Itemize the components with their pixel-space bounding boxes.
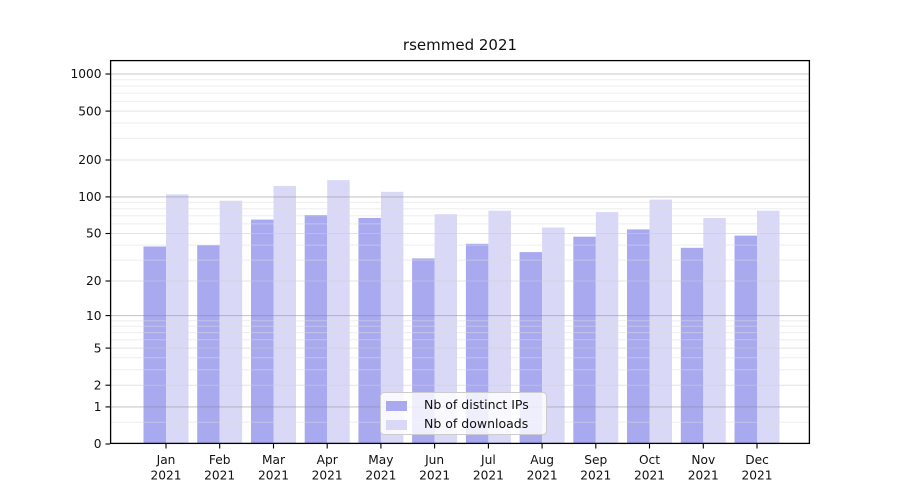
bar-nb-of-downloads-may xyxy=(380,191,404,444)
bar-nb-of-distinct-ips-sep xyxy=(573,236,596,444)
x-tick-label-oct: Oct xyxy=(639,453,660,467)
x-tick-label-sep: Sep xyxy=(584,453,607,467)
x-tick-label-aug: Aug xyxy=(530,453,554,467)
bar-nb-of-distinct-ips-apr xyxy=(304,215,328,444)
bar-nb-of-distinct-ips-jan xyxy=(143,246,166,444)
x-tick-year-jul: 2021 xyxy=(473,469,504,483)
x-tick-year-feb: 2021 xyxy=(204,469,235,483)
bar-nb-of-downloads-feb xyxy=(219,200,243,444)
legend-item-distinct-ips: Nb of distinct IPs xyxy=(386,396,546,415)
x-tick-year-mar: 2021 xyxy=(258,469,289,483)
legend-label-distinct-ips: Nb of distinct IPs xyxy=(424,397,529,413)
x-tick-year-may: 2021 xyxy=(365,469,396,483)
x-tick-year-sep: 2021 xyxy=(580,469,611,483)
x-tick-year-apr: 2021 xyxy=(312,469,343,483)
x-tick-label-jan: Jan xyxy=(156,453,176,467)
legend: Nb of distinct IPs Nb of downloads xyxy=(380,392,547,435)
bar-nb-of-distinct-ips-oct xyxy=(627,229,650,444)
y-tick-label-100: 100 xyxy=(78,190,101,204)
bar-nb-of-distinct-ips-nov xyxy=(680,247,704,444)
bar-nb-of-distinct-ips-feb xyxy=(197,245,220,444)
x-tick-year-jan: 2021 xyxy=(150,469,181,483)
x-tick-label-may: May xyxy=(368,453,393,467)
y-tick-label-0: 0 xyxy=(94,437,102,451)
bar-nb-of-downloads-dec xyxy=(757,210,780,444)
legend-swatch-distinct-ips xyxy=(386,400,407,411)
legend-item-downloads: Nb of downloads xyxy=(386,415,546,434)
bar-nb-of-distinct-ips-may xyxy=(358,218,381,444)
axes-frame xyxy=(109,59,811,445)
y-tick-label-10: 10 xyxy=(86,309,102,323)
x-tick-label-jun: Jun xyxy=(424,453,444,467)
x-tick-year-aug: 2021 xyxy=(527,469,558,483)
x-tick-label-dec: Dec xyxy=(745,453,769,467)
x-tick-label-feb: Feb xyxy=(209,453,231,467)
x-tick-label-jul: Jul xyxy=(480,453,496,467)
bar-nb-of-downloads-mar xyxy=(273,185,296,444)
chart-title: rsemmed 2021 xyxy=(402,36,518,54)
legend-swatch-downloads xyxy=(386,419,407,430)
bar-nb-of-distinct-ips-mar xyxy=(251,219,274,444)
y-tick-label-1000: 1000 xyxy=(70,67,101,81)
x-tick-label-mar: Mar xyxy=(262,453,286,467)
x-tick-year-dec: 2021 xyxy=(741,469,772,483)
y-tick-label-200: 200 xyxy=(78,153,101,167)
bar-nb-of-downloads-aug xyxy=(542,227,565,444)
bar-nb-of-downloads-apr xyxy=(327,180,350,444)
y-tick-label-5: 5 xyxy=(94,341,102,355)
bar-nb-of-downloads-jun xyxy=(434,214,458,444)
x-tick-label-apr: Apr xyxy=(317,453,339,467)
x-tick-year-nov: 2021 xyxy=(688,469,719,483)
x-tick-year-jun: 2021 xyxy=(419,469,450,483)
y-tick-label-2: 2 xyxy=(94,378,102,392)
y-tick-label-500: 500 xyxy=(78,104,101,118)
bar-nb-of-downloads-nov xyxy=(703,218,726,444)
y-tick-label-50: 50 xyxy=(86,227,102,241)
legend-label-downloads: Nb of downloads xyxy=(424,416,529,432)
bar-nb-of-downloads-jan xyxy=(166,194,189,444)
bar-nb-of-downloads-oct xyxy=(649,199,672,444)
bar-nb-of-downloads-sep xyxy=(595,212,619,444)
y-tick-label-1: 1 xyxy=(94,400,102,414)
y-tick-label-20: 20 xyxy=(86,274,102,288)
x-tick-year-oct: 2021 xyxy=(634,469,665,483)
x-tick-label-nov: Nov xyxy=(691,453,715,467)
